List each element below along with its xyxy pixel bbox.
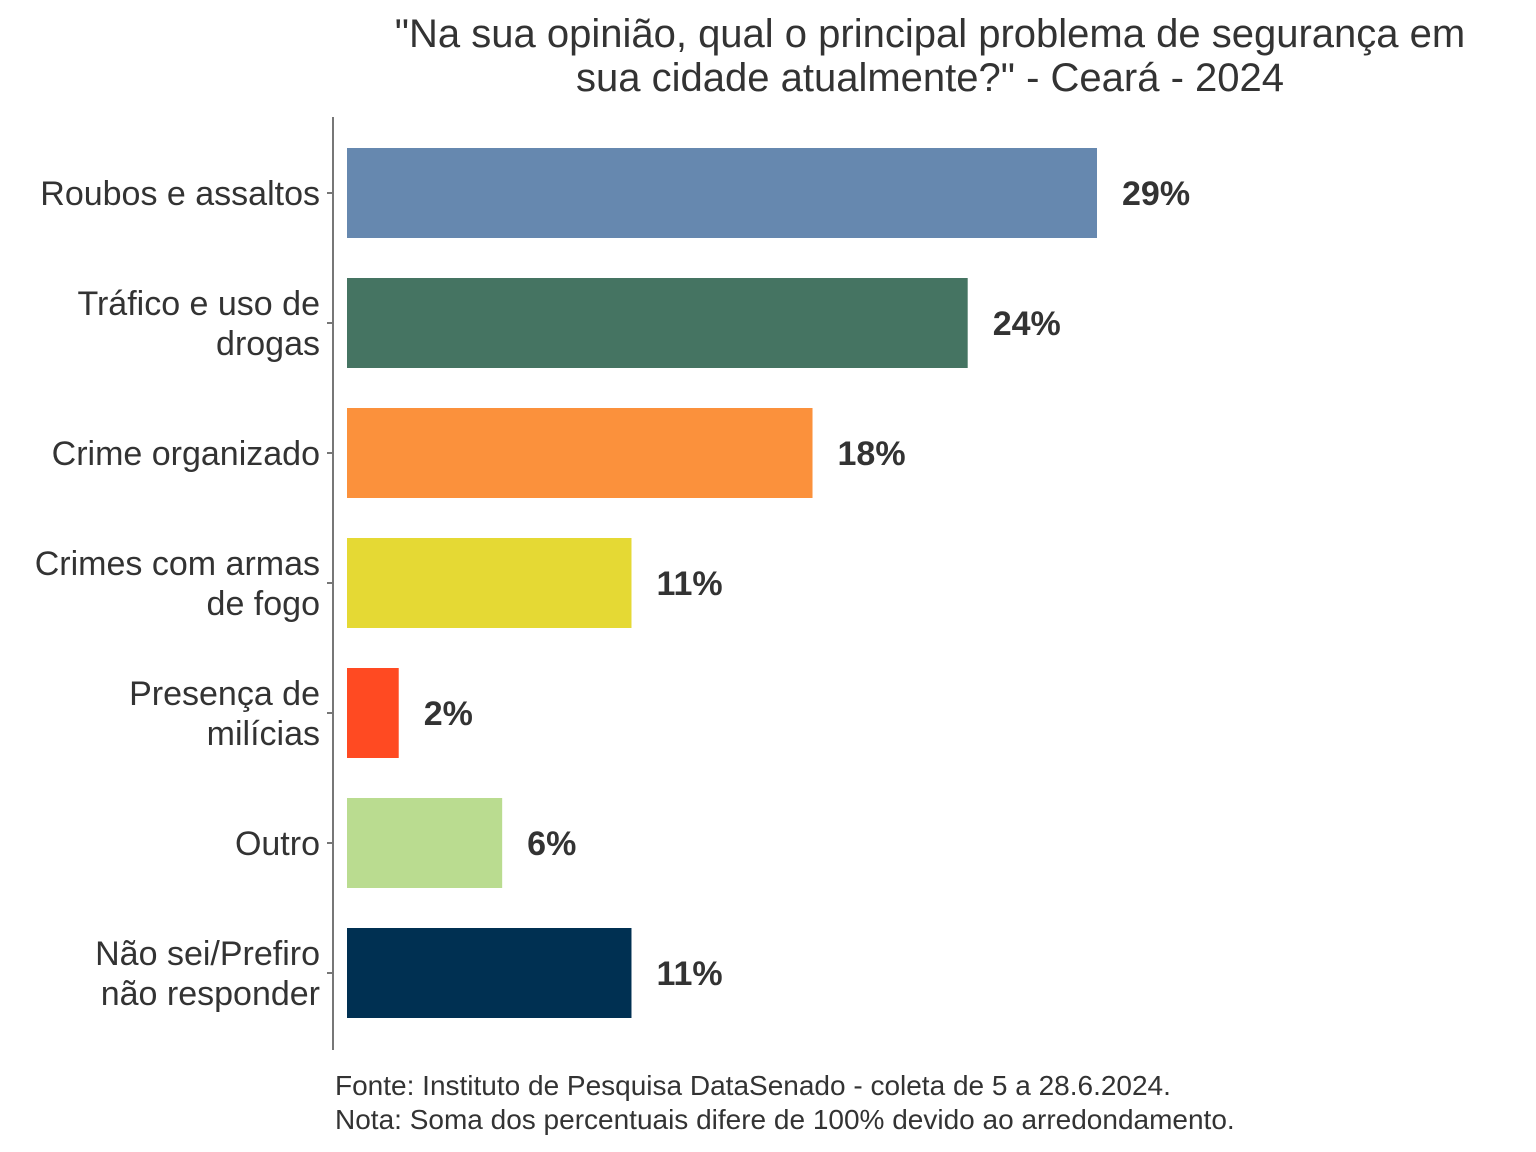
- bar: [347, 798, 503, 888]
- value-label: 2%: [424, 695, 473, 733]
- value-label: 6%: [527, 825, 576, 863]
- bar: [347, 148, 1097, 238]
- chart-title-line-1: "Na sua opinião, qual o principal proble…: [394, 12, 1466, 56]
- y-tick-label: Não sei/Prefiro não responder: [95, 935, 320, 1013]
- bar: [347, 668, 399, 758]
- bar: [347, 538, 632, 628]
- value-label: 29%: [1122, 175, 1190, 213]
- source-note: Fonte: Instituto de Pesquisa DataSenado …: [335, 1070, 1171, 1101]
- rounding-note: Nota: Soma dos percentuais difere de 100…: [335, 1104, 1235, 1135]
- chart-title-line-2: sua cidade atualmente?" - Ceará - 2024: [576, 56, 1284, 100]
- value-label: 18%: [838, 435, 906, 473]
- bar: [347, 928, 632, 1018]
- y-tick-label: Tráfico e uso de drogas: [77, 285, 320, 363]
- y-tick-label: Roubos e assaltos: [40, 175, 320, 213]
- chart-title: "Na sua opinião, qual o principal proble…: [330, 12, 1530, 100]
- y-tick-label: Outro: [235, 825, 320, 863]
- value-label: 11%: [656, 565, 722, 603]
- y-tick-label: Crimes com armas de fogo: [35, 545, 320, 623]
- y-tick-label: Presença de milícias: [129, 675, 320, 753]
- bar: [347, 278, 968, 368]
- value-label: 11%: [656, 955, 722, 993]
- bar: [347, 408, 813, 498]
- value-label: 24%: [993, 305, 1061, 343]
- y-tick-label: Crime organizado: [52, 435, 320, 473]
